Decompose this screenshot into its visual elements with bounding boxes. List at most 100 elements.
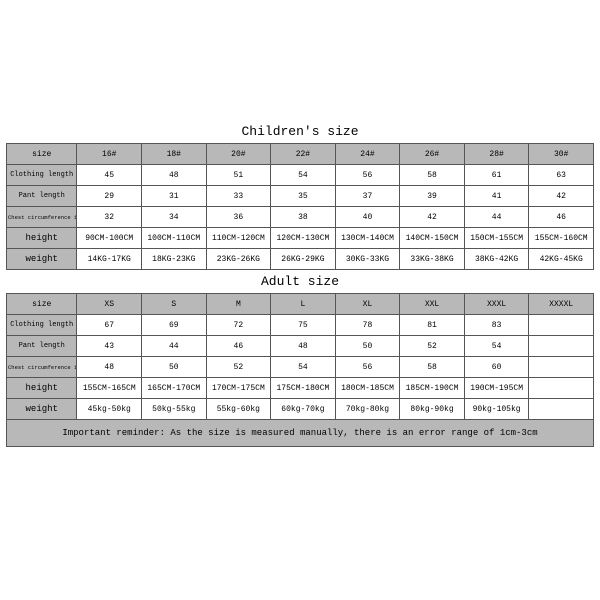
row-label: Pant length [7,336,77,357]
cell: 80kg-90kg [400,399,465,420]
cell: 45kg-50kg [77,399,142,420]
cell: 83 [464,315,529,336]
col-header: S [142,294,207,315]
cell: 175CM-180CM [271,378,336,399]
table-row: height 155CM-165CM 165CM-170CM 170CM-175… [7,378,594,399]
cell: 90kg-105kg [464,399,529,420]
table-row: Clothing length 67 69 72 75 78 81 83 [7,315,594,336]
row-label: Chest circumference 1/2 [7,207,77,228]
col-header: L [271,294,336,315]
cell: 50 [142,357,207,378]
cell: 23KG-26KG [206,249,271,270]
cell: 180CM-185CM [335,378,400,399]
col-header: 30# [529,144,594,165]
cell: 29 [77,186,142,207]
col-header: M [206,294,271,315]
cell [529,357,594,378]
table-row: weight 14KG-17KG 18KG-23KG 23KG-26KG 26K… [7,249,594,270]
table-row: Chest circumference 1/2 48 50 52 54 56 5… [7,357,594,378]
row-label: Clothing length [7,315,77,336]
cell: 69 [142,315,207,336]
cell [529,399,594,420]
cell: 48 [142,165,207,186]
table-row: Pant length 29 31 33 35 37 39 41 42 [7,186,594,207]
cell: 50kg-55kg [142,399,207,420]
cell: 38 [271,207,336,228]
reminder-note: Important reminder: As the size is measu… [6,420,594,447]
row-label: height [7,228,77,249]
cell: 41 [464,186,529,207]
cell: 100CM-110CM [142,228,207,249]
cell: 90CM-100CM [77,228,142,249]
cell: 140CM-150CM [400,228,465,249]
cell: 42 [529,186,594,207]
cell: 43 [77,336,142,357]
cell: 81 [400,315,465,336]
cell: 60 [464,357,529,378]
col-header: 16# [77,144,142,165]
cell: 48 [77,357,142,378]
table-row: Clothing length 45 48 51 54 56 58 61 63 [7,165,594,186]
cell: 185CM-190CM [400,378,465,399]
cell: 60kg-70kg [271,399,336,420]
cell: 31 [142,186,207,207]
cell: 35 [271,186,336,207]
cell: 32 [77,207,142,228]
cell: 14KG-17KG [77,249,142,270]
cell: 61 [464,165,529,186]
cell: 33 [206,186,271,207]
cell: 70kg-80kg [335,399,400,420]
row-label: height [7,378,77,399]
table-row: Pant length 43 44 46 48 50 52 54 [7,336,594,357]
cell: 54 [271,165,336,186]
cell: 155CM-160CM [529,228,594,249]
row-label: Clothing length [7,165,77,186]
col-header: XXXL [464,294,529,315]
cell: 48 [271,336,336,357]
col-header: 20# [206,144,271,165]
cell [529,378,594,399]
cell: 165CM-170CM [142,378,207,399]
cell: 72 [206,315,271,336]
col-header: size [7,144,77,165]
col-header: 24# [335,144,400,165]
col-header: 22# [271,144,336,165]
row-label: weight [7,399,77,420]
col-header: XS [77,294,142,315]
cell: 26KG-29KG [271,249,336,270]
col-header: XXL [400,294,465,315]
cell: 45 [77,165,142,186]
cell: 56 [335,357,400,378]
cell: 46 [529,207,594,228]
cell [529,315,594,336]
cell: 54 [464,336,529,357]
table-row: Chest circumference 1/2 32 34 36 38 40 4… [7,207,594,228]
children-header-row: size 16# 18# 20# 22# 24# 26# 28# 30# [7,144,594,165]
cell: 150CM-155CM [464,228,529,249]
cell: 46 [206,336,271,357]
size-chart: { "children": { "title": "Children's siz… [6,120,594,447]
col-header: 28# [464,144,529,165]
col-header: XXXXL [529,294,594,315]
cell: 50 [335,336,400,357]
cell: 155CM-165CM [77,378,142,399]
col-header: XL [335,294,400,315]
col-header: size [7,294,77,315]
cell: 37 [335,186,400,207]
table-row: weight 45kg-50kg 50kg-55kg 55kg-60kg 60k… [7,399,594,420]
table-row: height 90CM-100CM 100CM-110CM 110CM-120C… [7,228,594,249]
cell: 42 [400,207,465,228]
cell: 40 [335,207,400,228]
cell: 67 [77,315,142,336]
cell: 51 [206,165,271,186]
row-label: weight [7,249,77,270]
children-title: Children's size [6,120,594,143]
cell: 36 [206,207,271,228]
cell: 56 [335,165,400,186]
row-label: Chest circumference 1/2 [7,357,77,378]
adult-title: Adult size [6,270,594,293]
adult-header-row: size XS S M L XL XXL XXXL XXXXL [7,294,594,315]
cell: 55kg-60kg [206,399,271,420]
adult-table: size XS S M L XL XXL XXXL XXXXL Clothing… [6,293,594,420]
col-header: 26# [400,144,465,165]
